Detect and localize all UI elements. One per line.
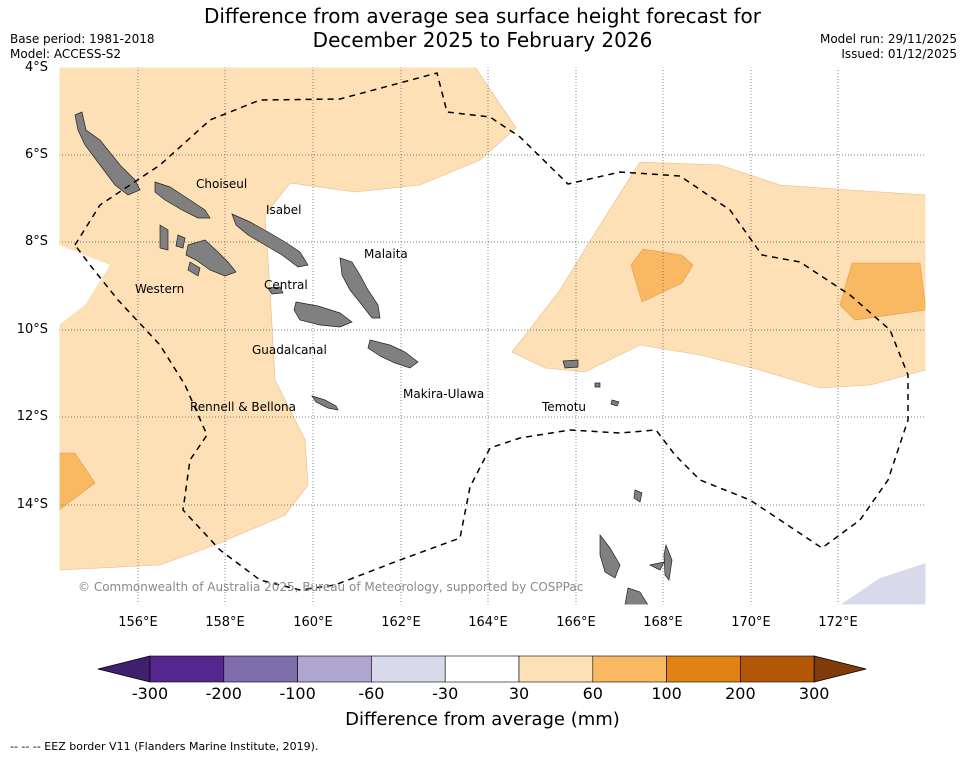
colorbar-extend-min	[97, 655, 151, 683]
lon-label: 172°E	[818, 615, 858, 630]
model-name: Model: ACCESS-S2	[10, 47, 122, 61]
lat-label: 4°S	[24, 60, 48, 75]
island-malaita	[339, 257, 381, 319]
base-period: Base period: 1981-2018	[10, 32, 155, 46]
anomaly-region-east	[511, 161, 926, 389]
label-malaita: Malaita	[364, 247, 408, 261]
colorbar-tick: 300	[798, 684, 830, 703]
colorbar-tick: 200	[725, 684, 756, 703]
copyright-notice: © Commonwealth of Australia 2025, Bureau…	[78, 580, 584, 594]
meta-right: Model run: 29/11/2025 Issued: 01/12/2025	[820, 32, 957, 62]
model-run: Model run: 29/11/2025	[819, 32, 957, 46]
colorbar	[97, 655, 867, 683]
island-isabel	[231, 213, 309, 268]
colorbar-tick: -300	[131, 684, 169, 703]
colorbar-segment	[518, 655, 594, 683]
island-rennell	[311, 395, 339, 411]
colorbar-segment	[444, 655, 520, 683]
island-vanuatu-malekula	[624, 587, 649, 605]
anomaly-negative-southeast	[840, 563, 926, 605]
colorbar-tick: -30	[432, 684, 459, 703]
lon-label: 170°E	[731, 615, 771, 630]
eez-border	[74, 72, 909, 591]
title-line-1: Difference from average sea surface heig…	[203, 4, 762, 28]
lon-label: 162°E	[381, 615, 421, 630]
anomaly-patch-172e	[839, 262, 926, 321]
colorbar-segment	[592, 655, 667, 683]
colorbar-segment	[371, 655, 446, 683]
colorbar-tick: 100	[651, 684, 682, 703]
map-frame	[58, 66, 927, 606]
lat-label: 14°S	[16, 497, 48, 512]
island-choiseul-chain	[74, 111, 141, 196]
lat-label: 8°S	[24, 234, 48, 249]
lat-label: 10°S	[16, 322, 48, 337]
label-makira-ulawa: Makira-Ulawa	[403, 387, 485, 401]
lon-label: 168°E	[643, 615, 683, 630]
eez-legend: -- -- -- EEZ border V11 (Flanders Marine…	[10, 740, 319, 753]
colorbar-segment	[223, 655, 298, 683]
lon-label: 156°E	[118, 615, 158, 630]
colorbar-tick: -60	[358, 684, 385, 703]
island-new-georgia	[185, 239, 237, 277]
title-line-2: December 2025 to February 2026	[312, 28, 653, 52]
colorbar-segment	[149, 655, 225, 683]
island-makira	[367, 339, 419, 369]
label-central: Central	[264, 278, 308, 292]
anomaly-patch-southwest	[59, 452, 96, 511]
island-kolombangara	[175, 234, 186, 249]
label-choiseul: Choiseul	[196, 177, 248, 191]
island-florida	[267, 286, 284, 295]
label-temotu: Temotu	[542, 400, 587, 414]
label-guadalcanal: Guadalcanal	[252, 343, 327, 357]
island-small-1	[610, 399, 620, 407]
island-vanuatu-espiritu	[599, 533, 621, 579]
label-isabel: Isabel	[266, 203, 302, 217]
island-vella	[159, 224, 169, 251]
island-vanuatu-ambae	[648, 561, 665, 571]
island-santa-cruz	[562, 359, 579, 369]
colorbar-tick: 60	[582, 684, 603, 703]
island-vanuatu-maewo	[663, 543, 673, 581]
anomaly-region-north-cut	[59, 245, 110, 325]
colorbar-segment	[740, 655, 815, 683]
label-western: Western	[135, 282, 185, 296]
colorbar-title: Difference from average (mm)	[345, 709, 620, 730]
colorbar-extend-max	[813, 655, 867, 683]
colorbar-tick: -100	[279, 684, 316, 703]
island-choiseul	[154, 181, 211, 219]
lat-label: 6°S	[24, 147, 48, 162]
lon-label: 164°E	[468, 615, 508, 630]
lat-label: 12°S	[16, 409, 48, 424]
colorbar-segment	[297, 655, 372, 683]
lon-label: 158°E	[205, 615, 245, 630]
colorbar-segment	[666, 655, 741, 683]
island-guadalcanal	[293, 301, 353, 328]
meta-left: Base period: 1981-2018 Model: ACCESS-S2	[10, 32, 155, 62]
issued-date: Issued: 01/12/2025	[841, 47, 957, 61]
islands	[74, 111, 673, 605]
label-rennell-bellona: Rennell & Bellona	[190, 400, 297, 414]
island-small-2	[594, 382, 601, 388]
anomaly-patch-168e	[630, 248, 694, 303]
lon-label: 160°E	[293, 615, 333, 630]
colorbar-tick: 30	[508, 684, 530, 703]
island-torres	[633, 489, 643, 503]
lon-label: 166°E	[556, 615, 596, 630]
map-title: Difference from average sea surface heig…	[0, 4, 965, 52]
colorbar-tick: -200	[205, 684, 242, 703]
island-rendova	[187, 261, 201, 277]
